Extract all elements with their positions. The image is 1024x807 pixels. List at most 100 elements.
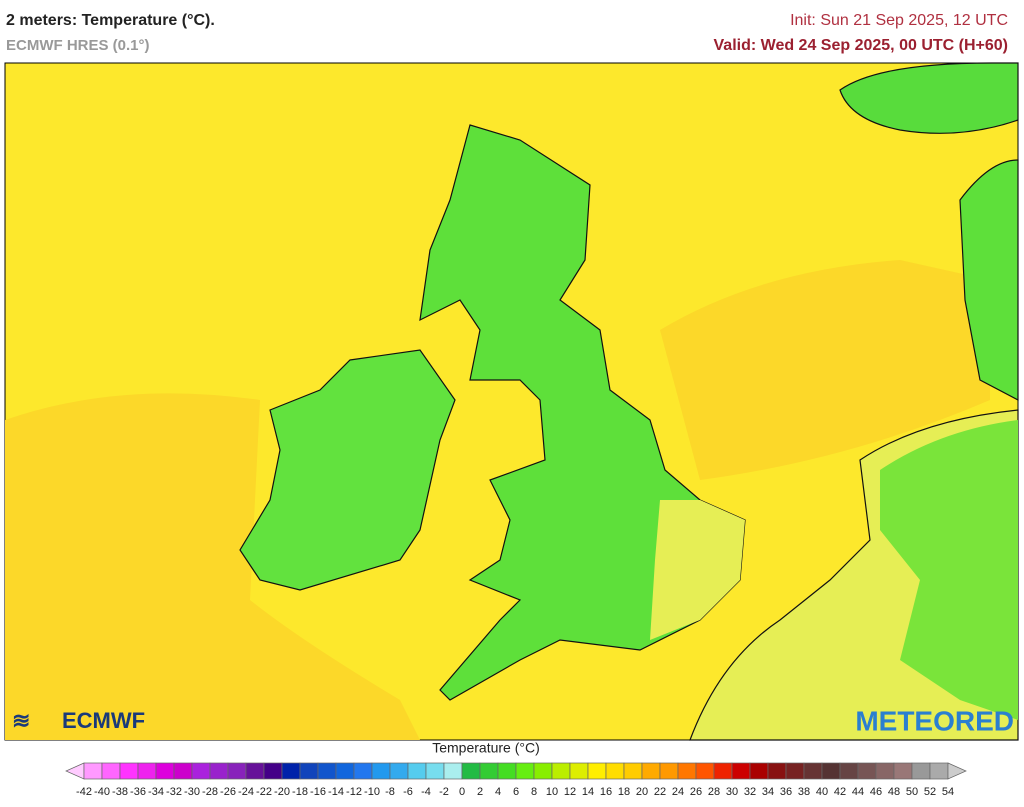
color-swatch — [713, 762, 733, 780]
colorbar-tick-label: 16 — [600, 786, 612, 798]
valid-time: Valid: Wed 24 Sep 2025, 00 UTC (H+60) — [714, 37, 1009, 54]
color-swatch — [533, 762, 553, 780]
color-swatch — [641, 762, 661, 780]
colorbar-tick-label: -20 — [274, 786, 290, 798]
colorbar-tick-label: -14 — [328, 786, 344, 798]
warm-land-zone — [650, 500, 745, 640]
color-swatch — [749, 762, 769, 780]
color-swatch — [191, 762, 211, 780]
colorbar-tick-label: -28 — [202, 786, 218, 798]
color-swatch — [227, 762, 247, 780]
colorbar-tick-label: 32 — [744, 786, 756, 798]
color-swatch — [407, 762, 427, 780]
color-swatch — [335, 762, 355, 780]
colorbar-tick-label: -18 — [292, 786, 308, 798]
color-swatch — [245, 762, 265, 780]
colorbar-tick-label: -6 — [403, 786, 413, 798]
color-swatch — [821, 762, 841, 780]
color-swatch — [677, 762, 697, 780]
colorbar-tick-label: -34 — [148, 786, 164, 798]
color-swatch — [479, 762, 499, 780]
color-swatch — [857, 762, 877, 780]
colorbar-tick-label: 0 — [459, 786, 465, 798]
color-swatch — [155, 762, 175, 780]
colorbar-tick-label: 30 — [726, 786, 738, 798]
color-swatch — [353, 762, 373, 780]
colorbar-tick-label: 2 — [477, 786, 483, 798]
color-swatch — [281, 762, 301, 780]
colorbar-tick-label: -10 — [364, 786, 380, 798]
colorbar-tick-label: 26 — [690, 786, 702, 798]
map: ECMWF ≋ METEORED — [4, 62, 1019, 741]
colorbar-tick-label: -8 — [385, 786, 395, 798]
colorbar-tick-label: -36 — [130, 786, 146, 798]
color-swatch — [767, 762, 787, 780]
color-swatch — [875, 762, 895, 780]
colorbar-tick-label: -38 — [112, 786, 128, 798]
colorbar-tick-label: 28 — [708, 786, 720, 798]
colorbar-tick-label: 50 — [906, 786, 918, 798]
color-swatch — [785, 762, 805, 780]
color-swatch — [911, 762, 931, 780]
model-subtitle: ECMWF HRES (0.1°) — [6, 37, 150, 54]
colorbar-tick-label: 6 — [513, 786, 519, 798]
colorbar-tick-label: 48 — [888, 786, 900, 798]
color-swatch — [371, 762, 391, 780]
color-swatch — [425, 762, 445, 780]
sea-warm-zone — [660, 260, 990, 480]
color-swatch — [461, 762, 481, 780]
map-title: 2 meters: Temperature (°C). — [6, 12, 215, 29]
colorbar-tick-label: 20 — [636, 786, 648, 798]
color-swatch — [101, 762, 121, 780]
colorbar-tick-label: 10 — [546, 786, 558, 798]
color-swatch — [443, 762, 463, 780]
color-swatch — [839, 762, 859, 780]
colorbar-tick-label: 24 — [672, 786, 684, 798]
colorbar-arrow — [947, 762, 967, 780]
meteored-logo: METEORED — [855, 705, 1014, 736]
color-swatch — [605, 762, 625, 780]
colorbar-arrow — [65, 762, 85, 780]
colorbar-tick-label: -2 — [439, 786, 449, 798]
colorbar-tick-label: 18 — [618, 786, 630, 798]
color-swatch — [317, 762, 337, 780]
colorbar-title: Temperature (°C) — [432, 740, 540, 756]
color-swatch — [731, 762, 751, 780]
colorbar-tick-label: -12 — [346, 786, 362, 798]
colorbar-tick-label: 36 — [780, 786, 792, 798]
colorbar-tick-label: -24 — [238, 786, 254, 798]
color-swatch — [515, 762, 535, 780]
colorbar-tick-label: -26 — [220, 786, 236, 798]
colorbar-tick-label: 42 — [834, 786, 846, 798]
colorbar-tick-label: -22 — [256, 786, 272, 798]
init-time: Init: Sun 21 Sep 2025, 12 UTC — [790, 12, 1008, 29]
color-swatch — [659, 762, 679, 780]
color-swatch — [263, 762, 283, 780]
color-swatch — [569, 762, 589, 780]
color-swatch — [587, 762, 607, 780]
color-swatch — [389, 762, 409, 780]
colorbar-tick-label: -40 — [94, 786, 110, 798]
color-swatch — [137, 762, 157, 780]
colorbar-tick-label: 40 — [816, 786, 828, 798]
color-swatch — [299, 762, 319, 780]
color-swatch — [83, 762, 103, 780]
ireland — [239, 349, 456, 591]
color-swatch — [803, 762, 823, 780]
color-swatch — [623, 762, 643, 780]
color-swatch — [209, 762, 229, 780]
color-swatch — [893, 762, 913, 780]
colorbar-tick-label: 44 — [852, 786, 864, 798]
colorbar-tick-label: 12 — [564, 786, 576, 798]
colorbar-tick-label: -30 — [184, 786, 200, 798]
colorbar-tick-label: 52 — [924, 786, 936, 798]
colorbar-tick-label: -4 — [421, 786, 431, 798]
ecmwf-logo-mark: ≋ — [12, 708, 30, 733]
sea-warm-zone — [5, 393, 420, 740]
colorbar-tick-label: 38 — [798, 786, 810, 798]
continent-cool-zone — [880, 420, 1018, 720]
colorbar-tick-label: 4 — [495, 786, 501, 798]
color-swatch — [695, 762, 715, 780]
